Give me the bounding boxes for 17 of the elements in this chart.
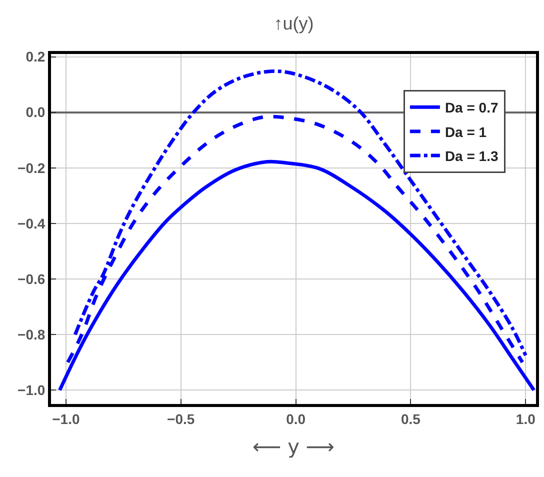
y-tick-label: −1.0 xyxy=(18,382,46,398)
x-tick-label: 0.0 xyxy=(286,410,306,427)
x-tick-label: 0.5 xyxy=(400,410,421,427)
y-tick-label: −0.8 xyxy=(18,326,46,342)
x-axis-title: ⟵ y ⟶ xyxy=(252,434,334,458)
legend-label: Da = 1 xyxy=(444,124,487,140)
chart-title: ↑u(y) xyxy=(274,13,314,34)
y-tick-label: 0.0 xyxy=(26,104,46,120)
legend-label: Da = 0.7 xyxy=(444,100,498,116)
x-tick-label: 1.0 xyxy=(516,410,536,427)
y-tick-label: 0.2 xyxy=(26,48,46,65)
x-tick-label: −0.5 xyxy=(167,410,195,427)
legend-label: Da = 1.3 xyxy=(444,148,498,164)
x-tick-label: −1.0 xyxy=(52,410,80,427)
y-tick-label: −0.6 xyxy=(18,270,46,287)
y-tick-label: −0.2 xyxy=(18,160,46,176)
y-tick-label: −0.4 xyxy=(18,215,46,232)
